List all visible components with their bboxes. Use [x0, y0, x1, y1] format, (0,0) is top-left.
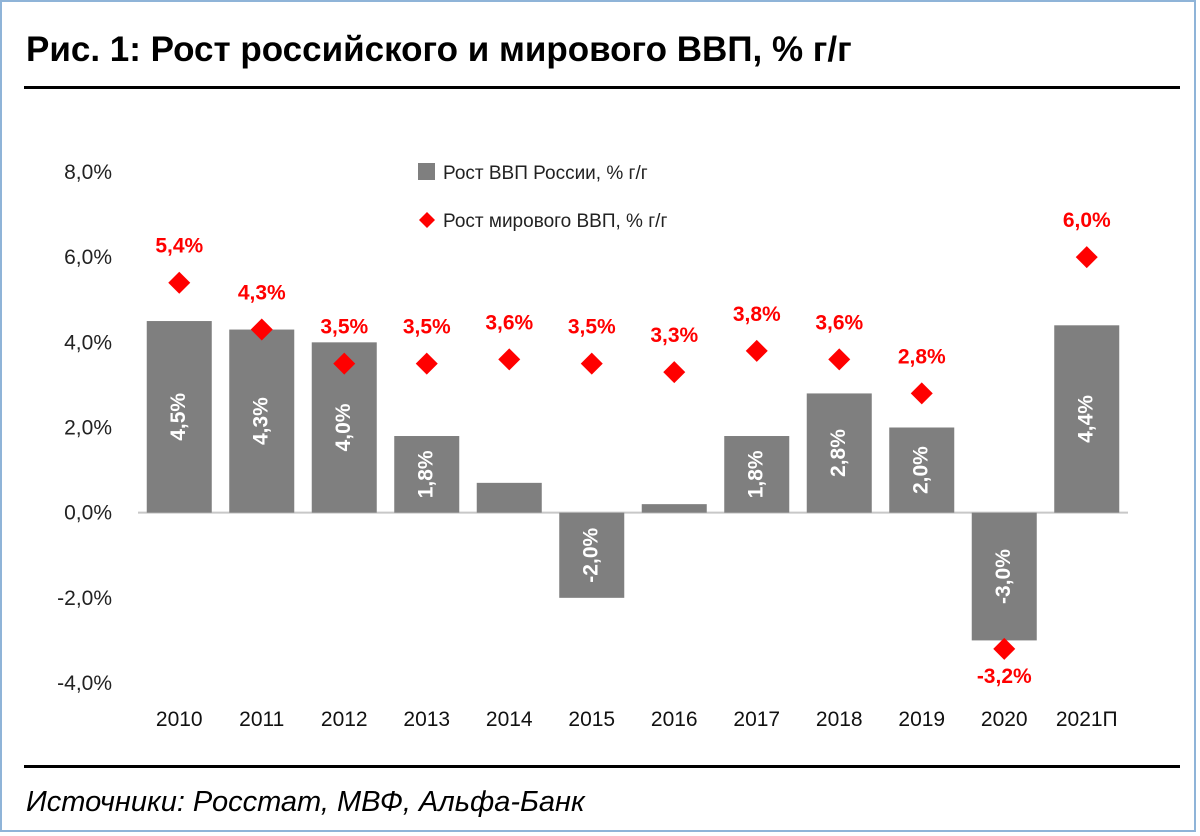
title-divider [24, 86, 1180, 89]
russia-gdp-bar [806, 393, 872, 513]
world-gdp-label: 3,5% [320, 316, 368, 339]
x-tick-label: 2018 [816, 708, 863, 731]
russia-gdp-bar [1054, 325, 1120, 513]
world-gdp-label: 3,6% [485, 311, 533, 334]
world-gdp-label: -3,2% [977, 665, 1032, 688]
world-gdp-label: 6,0% [1063, 209, 1111, 232]
y-tick-label: 6,0% [64, 246, 112, 269]
x-tick-label: 2013 [403, 708, 450, 731]
world-gdp-label: 3,5% [568, 316, 616, 339]
y-tick-label: 2,0% [64, 417, 112, 440]
world-gdp-marker [745, 339, 768, 362]
russia-gdp-bar-label: -2,0% [579, 527, 602, 582]
world-gdp-marker [580, 352, 603, 375]
world-gdp-label: 2,8% [898, 345, 946, 368]
world-gdp-label: 3,6% [815, 311, 863, 334]
world-gdp-label: 3,8% [733, 303, 781, 326]
russia-gdp-bar-label: 4,3% [249, 397, 272, 445]
russia-gdp-bar [559, 512, 625, 598]
russia-gdp-bar-label: 4,5% [167, 393, 190, 441]
page-title: Рис. 1: Рост российского и мирового ВВП,… [26, 30, 852, 69]
y-tick-label: -2,0% [57, 587, 112, 610]
world-gdp-label: 3,3% [650, 324, 698, 347]
russia-gdp-bar-label: 2,8% [827, 429, 850, 477]
y-tick-label: 8,0% [64, 161, 112, 184]
russia-gdp-bar [641, 504, 707, 513]
russia-gdp-bar-label: 1,8% [414, 450, 437, 498]
russia-gdp-bar [971, 512, 1037, 641]
russia-gdp-bar [476, 482, 542, 513]
russia-gdp-bar [229, 329, 295, 513]
world-gdp-marker [1075, 246, 1098, 269]
bars-layer: 4,5% 4,3% 4,0% 1,8% -2,0% 1,8% 2,8% 2,0% -3,0% 4,… [146, 321, 1120, 641]
x-tick-label: 2016 [651, 708, 698, 731]
x-tick-label: 2021П [1056, 708, 1118, 731]
world-gdp-label: 3,5% [403, 316, 451, 339]
legend-marker-swatch [419, 212, 435, 228]
world-gdp-marker [828, 348, 851, 371]
world-gdp-marker [415, 352, 438, 375]
russia-gdp-bar [146, 321, 212, 513]
world-gdp-marker [498, 348, 521, 371]
world-gdp-marker [333, 352, 356, 375]
legend-bar-label: Рост ВВП России, % г/г [443, 163, 648, 184]
russia-gdp-bar-label: -3,0% [992, 549, 1015, 604]
russia-gdp-bar [394, 436, 460, 513]
source-note: Источники: Росстат, МВФ, Альфа-Банк [26, 786, 585, 818]
world-gdp-marker [250, 318, 273, 341]
x-tick-label: 2019 [898, 708, 945, 731]
russia-gdp-bar-label: 1,8% [744, 450, 767, 498]
source-divider [24, 765, 1180, 768]
russia-gdp-bar [724, 436, 790, 513]
legend: Рост ВВП России, % г/г Рост мирового ВВП,… [418, 163, 667, 232]
legend-marker-label: Рост мирового ВВП, % г/г [443, 211, 667, 232]
russia-gdp-bar [889, 427, 955, 513]
world-gdp-marker [168, 271, 191, 294]
world-gdp-marker [993, 637, 1016, 660]
x-tick-label: 2011 [239, 708, 284, 731]
x-tick-label: 2017 [733, 708, 780, 731]
y-tick-label: 0,0% [64, 502, 112, 525]
russia-gdp-bar-label: 4,4% [1074, 395, 1097, 443]
world-gdp-marker [663, 361, 686, 384]
russia-gdp-bar-label: 2,0% [909, 446, 932, 494]
world-gdp-marker [910, 382, 933, 405]
x-tick-label: 2020 [981, 708, 1028, 731]
world-gdp-label: 5,4% [155, 235, 203, 258]
russia-gdp-bar-label: 4,0% [332, 403, 355, 451]
x-tick-label: 2014 [486, 708, 533, 731]
markers-layer: 5,4% 4,3% 3,5% 3,5% 3,6% 3,5% 3,3% 3,8% 3,6% 2,8%… [155, 209, 1111, 688]
y-tick-label: 4,0% [64, 331, 112, 354]
axis-layer: -4,0% -2,0% 0,0% 2,0% 4,0% 6,0% 8,0% 2010 2011 20… [57, 161, 1128, 731]
legend-bar-swatch [418, 163, 435, 180]
x-tick-label: 2010 [156, 708, 203, 731]
world-gdp-label: 4,3% [238, 282, 286, 305]
x-tick-label: 2015 [568, 708, 615, 731]
y-tick-label: -4,0% [57, 672, 112, 695]
x-tick-label: 2012 [321, 708, 368, 731]
